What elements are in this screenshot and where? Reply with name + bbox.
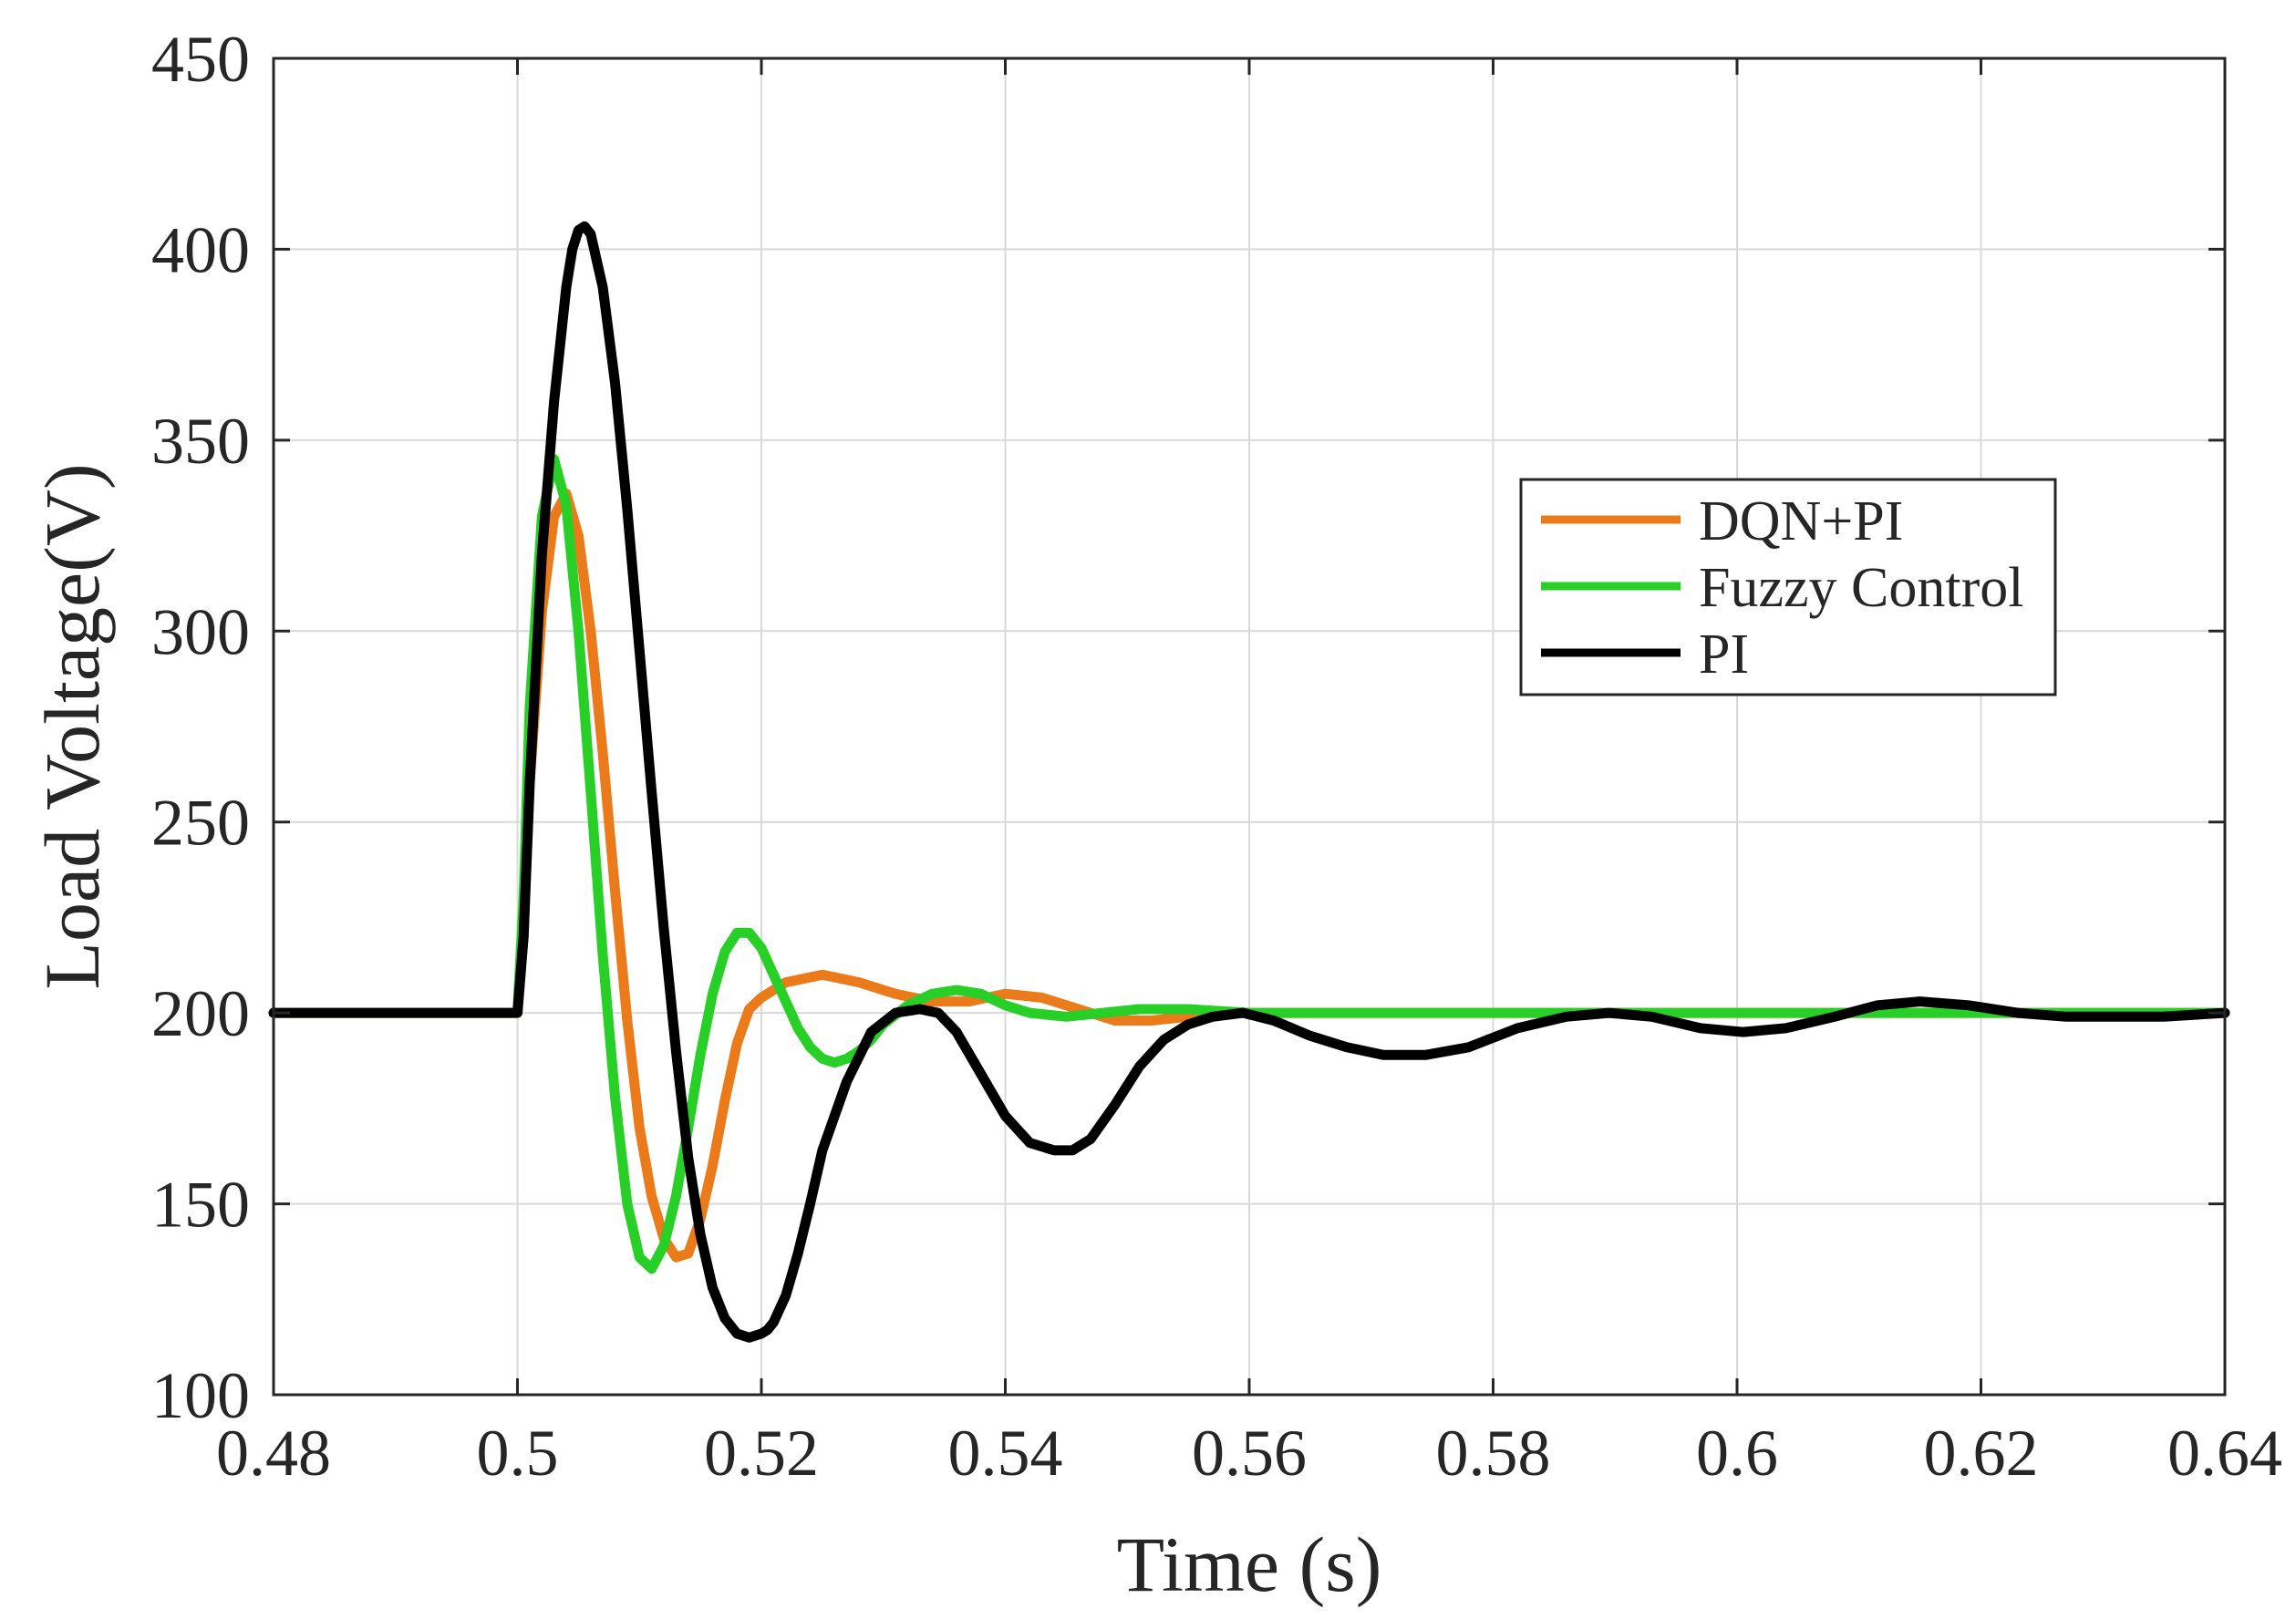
legend-label-pi: PI: [1699, 624, 1749, 686]
y-tick-label: 250: [151, 787, 250, 860]
legend-label-dqn-pi: DQN+PI: [1699, 490, 1903, 552]
x-tick-label: 0.56: [1192, 1417, 1307, 1490]
x-tick-label: 0.54: [948, 1417, 1063, 1490]
legend-label-fuzzy-control: Fuzzy Control: [1699, 557, 2023, 619]
x-tick-label: 0.6: [1696, 1417, 1778, 1490]
x-tick-label: 0.58: [1436, 1417, 1551, 1490]
series-line-pi: [268, 221, 2230, 1343]
series-line-dqn-pi: [268, 489, 2230, 1263]
x-axis-title: Time (s): [1117, 1521, 1382, 1608]
x-tick-label: 0.52: [704, 1417, 819, 1490]
y-tick-label: 350: [151, 405, 250, 478]
y-tick-labels: 100 150 200 250 300 350 400 450: [151, 23, 250, 1432]
x-tick-label: 0.62: [1924, 1417, 2039, 1490]
series-line-fuzzy-control: [268, 454, 2230, 1274]
y-tick-label: 300: [151, 595, 250, 668]
x-tick-label: 0.64: [2167, 1417, 2282, 1490]
x-tick-labels: 0.48 0.5 0.52 0.54 0.56 0.58 0.6 0.62 0.64: [216, 1417, 2282, 1490]
axis-ticks: [272, 57, 2227, 1397]
y-tick-label: 100: [151, 1359, 250, 1432]
y-tick-label: 200: [151, 977, 250, 1050]
x-tick-label: 0.48: [216, 1417, 331, 1490]
x-tick-label: 0.5: [477, 1417, 559, 1490]
series-lines: [268, 221, 2230, 1343]
y-tick-label: 150: [151, 1169, 250, 1242]
y-tick-label: 400: [151, 213, 250, 286]
legend: DQN+PI Fuzzy Control PI: [1519, 478, 2057, 696]
y-axis-title: Load Voltage(V): [28, 463, 116, 989]
y-tick-label: 450: [151, 23, 250, 96]
